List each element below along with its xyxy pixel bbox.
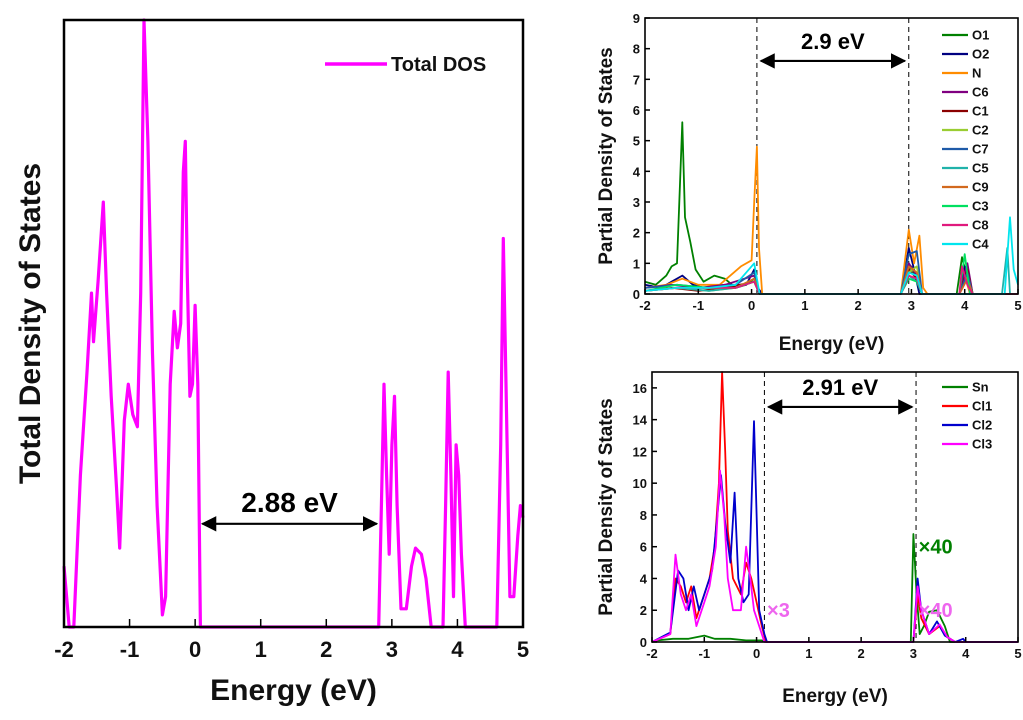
y-tick-label: 5: [633, 134, 640, 149]
band-gap-label: 2.88 eV: [241, 487, 338, 518]
legend-entry: C7: [972, 142, 989, 157]
y-tick-label: 6: [640, 540, 647, 555]
y-tick-label: 3: [633, 195, 640, 210]
y-tick-label: 4: [640, 571, 648, 586]
legend-entry: Cl1: [972, 399, 992, 414]
series-line-cl3: [651, 469, 1018, 643]
y-tick-label: 8: [640, 508, 647, 523]
x-tick-label: 5: [1014, 646, 1021, 661]
series-line-c4: [644, 216, 1019, 295]
y-tick-label: 2: [640, 603, 647, 618]
x-tick-label: -1: [693, 298, 705, 313]
y-tick-label: 9: [633, 11, 640, 26]
x-tick-label: -2: [54, 637, 74, 662]
y-axis-label: Total Density of States: [14, 163, 47, 484]
legend-entry: Total DOS: [391, 54, 486, 76]
scale-factor-label: ×40: [919, 600, 953, 622]
legend-entry: O1: [972, 28, 989, 43]
legend-entry: C4: [972, 237, 989, 252]
x-axis-label: Energy (eV): [210, 674, 377, 707]
x-tick-label: 0: [189, 637, 201, 662]
legend-entry: C8: [972, 218, 989, 233]
y-tick-label: 6: [633, 103, 640, 118]
y-tick-label: 1: [633, 256, 640, 271]
y-tick-label: 14: [633, 413, 648, 428]
legend-entry: C5: [972, 161, 989, 176]
x-tick-label: -2: [639, 298, 651, 313]
series-line-cl2: [651, 420, 1018, 643]
legend-entry: C2: [972, 123, 989, 138]
y-tick-label: 0: [640, 635, 647, 650]
series-line-total dos: [62, 18, 525, 629]
band-gap-label: 2.9 eV: [801, 29, 865, 54]
y-tick-label: 2: [633, 226, 640, 241]
band-gap-label: 2.91 eV: [802, 375, 878, 400]
plot-frame: [651, 371, 1019, 643]
plot-frame: [62, 18, 525, 629]
scale-factor-label: ×40: [919, 537, 953, 559]
legend-entry: C3: [972, 199, 989, 214]
legend-entry: N: [972, 66, 981, 81]
x-tick-label: 4: [962, 646, 970, 661]
x-tick-label: 1: [801, 298, 808, 313]
x-tick-label: 2: [320, 637, 332, 662]
x-tick-label: 5: [517, 637, 529, 662]
legend-entry: C1: [972, 104, 989, 119]
x-tick-label: 0: [748, 298, 755, 313]
y-tick-label: 16: [633, 381, 647, 396]
y-tick-label: 0: [633, 287, 640, 302]
x-tick-label: 5: [1014, 298, 1021, 313]
series-line-c8: [644, 265, 1018, 295]
chart-pdos-top: -2 -1 0 1 2 3 4 5 0 1 2 3 4 5 6 7 8 9 Energy (eV) Partial D…: [596, 11, 1022, 355]
x-axis-label: Energy (eV): [782, 686, 888, 707]
legend-entry: Sn: [972, 380, 989, 395]
x-tick-label: 4: [451, 637, 464, 662]
x-tick-label: 3: [386, 637, 398, 662]
y-tick-label: 4: [633, 164, 641, 179]
y-tick-label: 7: [633, 72, 640, 87]
plot-frame: [644, 17, 1019, 295]
y-tick-label: 12: [633, 444, 647, 459]
x-tick-label: 4: [961, 298, 969, 313]
legend-entry: Cl3: [972, 437, 992, 452]
legend-entry: O2: [972, 47, 989, 62]
x-axis-label: Energy (eV): [779, 334, 885, 355]
x-tick-label: 3: [910, 646, 917, 661]
x-tick-label: -1: [699, 646, 711, 661]
x-tick-label: 0: [753, 646, 760, 661]
x-tick-label: 2: [858, 646, 865, 661]
y-tick-label: 10: [633, 476, 647, 491]
x-tick-label: 2: [855, 298, 862, 313]
series-line-cl1: [651, 371, 1018, 643]
chart-total: -2 -1 0 1 2 3 4 5 Energy (eV) Total Density of St…: [14, 18, 529, 707]
x-tick-label: 1: [805, 646, 812, 661]
x-tick-label: 3: [908, 298, 915, 313]
y-axis-label: Partial Density of States: [596, 47, 617, 265]
y-axis-label: Partial Density of States: [596, 398, 617, 616]
legend-entry: C9: [972, 180, 989, 195]
legend-entry: Cl2: [972, 418, 992, 433]
scale-factor-label: ×3: [767, 600, 790, 622]
y-tick-label: 8: [633, 42, 640, 57]
x-tick-label: -2: [646, 646, 658, 661]
legend-entry: C6: [972, 85, 989, 100]
x-tick-label: 1: [255, 637, 267, 662]
x-tick-label: -1: [120, 637, 140, 662]
